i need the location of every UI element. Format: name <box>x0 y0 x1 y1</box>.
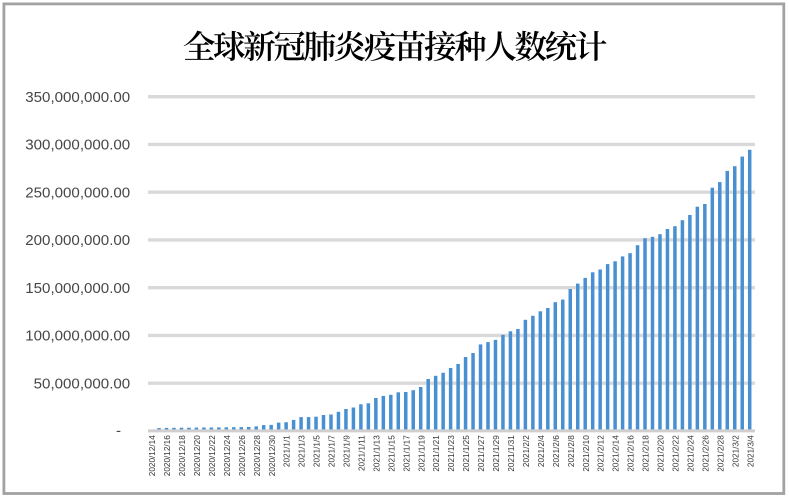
svg-text:2021/1/5: 2021/1/5 <box>313 435 322 467</box>
svg-text:2020/12/28: 2020/12/28 <box>253 435 262 476</box>
svg-text:2021/1/19: 2021/1/19 <box>417 435 426 472</box>
svg-text:2020/12/14: 2020/12/14 <box>148 435 157 476</box>
svg-text:2021/2/8: 2021/2/8 <box>567 435 576 467</box>
svg-text:2020/12/16: 2020/12/16 <box>163 435 172 476</box>
svg-text:250,000,000.00: 250,000,000.00 <box>25 184 130 201</box>
svg-text:2021/2/6: 2021/2/6 <box>552 435 561 467</box>
svg-text:2020/12/22: 2020/12/22 <box>208 435 217 476</box>
svg-text:2020/12/20: 2020/12/20 <box>193 435 202 476</box>
svg-text:2021/1/9: 2021/1/9 <box>343 435 352 467</box>
svg-text:2021/3/4: 2021/3/4 <box>746 435 755 467</box>
svg-text:2020/12/30: 2020/12/30 <box>268 435 277 476</box>
svg-text:2021/2/14: 2021/2/14 <box>612 435 621 472</box>
svg-text:2020/12/24: 2020/12/24 <box>223 435 232 476</box>
svg-text:2021/1/23: 2021/1/23 <box>447 435 456 472</box>
svg-text:2021/1/11: 2021/1/11 <box>357 435 366 471</box>
svg-text:2021/1/7: 2021/1/7 <box>328 435 337 467</box>
svg-text:350,000,000.00: 350,000,000.00 <box>25 89 130 106</box>
svg-text:2021/1/31: 2021/1/31 <box>507 435 516 472</box>
svg-text:2021/1/25: 2021/1/25 <box>462 435 471 472</box>
svg-text:2021/2/10: 2021/2/10 <box>582 435 591 472</box>
svg-text:2021/3/2: 2021/3/2 <box>731 435 740 467</box>
svg-text:2020/12/26: 2020/12/26 <box>238 435 247 476</box>
svg-text:50,000,000.00: 50,000,000.00 <box>34 375 131 392</box>
svg-text:2021/2/18: 2021/2/18 <box>642 435 651 472</box>
svg-text:2021/2/20: 2021/2/20 <box>657 435 666 472</box>
svg-text:2021/2/24: 2021/2/24 <box>686 435 695 472</box>
svg-text:2021/2/26: 2021/2/26 <box>701 435 710 472</box>
svg-text:2021/1/17: 2021/1/17 <box>402 435 411 472</box>
svg-text:100,000,000.00: 100,000,000.00 <box>25 328 130 345</box>
svg-text:2021/1/1: 2021/1/1 <box>283 435 292 467</box>
svg-text:150,000,000.00: 150,000,000.00 <box>25 280 130 297</box>
svg-text:2021/1/29: 2021/1/29 <box>492 435 501 472</box>
svg-text:2021/2/2: 2021/2/2 <box>522 435 531 467</box>
svg-text:200,000,000.00: 200,000,000.00 <box>25 232 130 249</box>
svg-text:2021/2/22: 2021/2/22 <box>672 435 681 472</box>
svg-text:2021/1/13: 2021/1/13 <box>372 435 381 472</box>
svg-text:2021/2/16: 2021/2/16 <box>627 435 636 472</box>
svg-text:300,000,000.00: 300,000,000.00 <box>25 137 130 154</box>
svg-text:2021/2/4: 2021/2/4 <box>537 435 546 467</box>
svg-text:2021/1/21: 2021/1/21 <box>432 435 441 472</box>
svg-text:2021/2/28: 2021/2/28 <box>716 435 725 472</box>
svg-text:2020/12/18: 2020/12/18 <box>178 435 187 476</box>
svg-text:2021/1/15: 2021/1/15 <box>387 435 396 472</box>
svg-text:2021/2/12: 2021/2/12 <box>597 435 606 472</box>
svg-text:-: - <box>116 423 121 440</box>
svg-text:2021/1/3: 2021/1/3 <box>298 435 307 467</box>
svg-text:2021/1/27: 2021/1/27 <box>477 435 486 472</box>
